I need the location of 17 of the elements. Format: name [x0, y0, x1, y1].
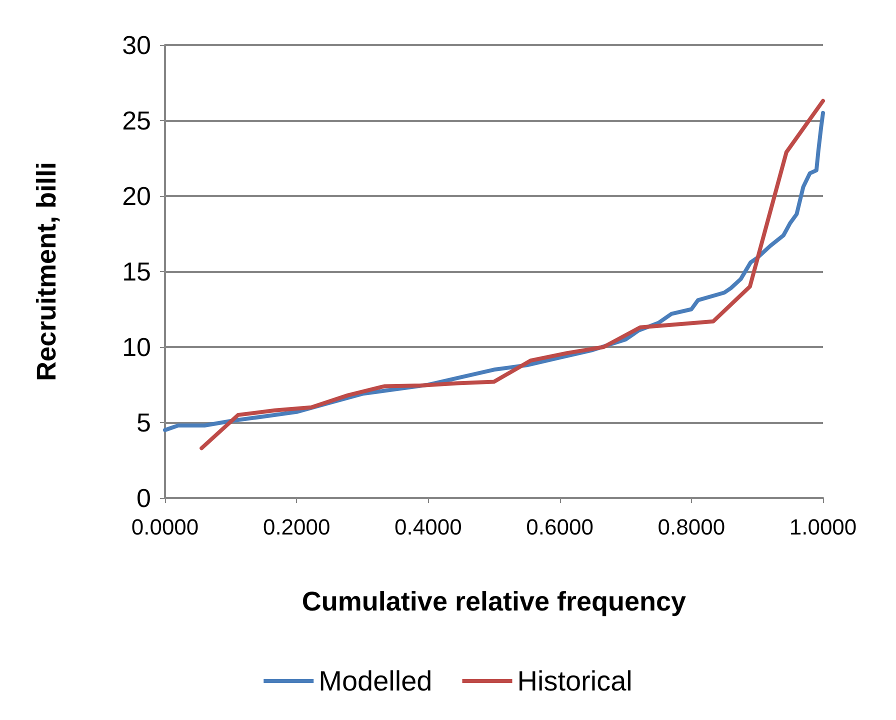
x-tick-label: 0.4000 — [394, 514, 462, 540]
x-tick-label: 0.6000 — [526, 514, 594, 540]
legend-label: Historical — [517, 666, 632, 696]
x-tick-label: 1.0000 — [789, 514, 857, 540]
x-tick-label: 0.8000 — [658, 514, 726, 540]
y-tick-label: 15 — [122, 256, 151, 286]
y-tick-label: 5 — [136, 408, 151, 438]
y-tick-label: 10 — [122, 332, 151, 362]
y-tick-label: 20 — [122, 181, 151, 211]
y-axis-title: Recruitment, billi — [32, 162, 62, 382]
legend-label: Modelled — [318, 666, 432, 696]
y-tick-label: 30 — [122, 30, 151, 60]
x-tick-label: 0.2000 — [262, 514, 330, 540]
x-tick-label: 0.0000 — [131, 514, 199, 540]
y-tick-label: 25 — [122, 106, 151, 136]
y-tick-label: 0 — [136, 483, 151, 513]
x-axis-title: Cumulative relative frequency — [302, 586, 686, 616]
